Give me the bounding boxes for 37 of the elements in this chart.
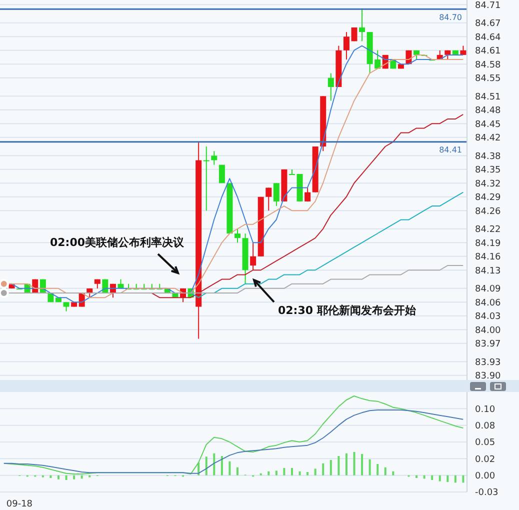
ref-line-label: 84.70 [439, 12, 462, 22]
y-tick-label: 0.10 [475, 404, 496, 415]
y-tick-label: 84.32 [475, 179, 501, 190]
y-tick-label: 84.35 [475, 166, 501, 176]
ref-line-label: 84.41 [439, 146, 462, 155]
y-tick-label: 84.06 [475, 298, 502, 308]
y-tick-label: 84.71 [475, 0, 501, 11]
y-tick-label: 84.64 [475, 32, 502, 43]
annotation: 02:30 耶伦新闻发布会开始 [278, 304, 417, 317]
y-tick-label: 83.97 [475, 340, 501, 350]
y-tick-label: 0.08 [475, 422, 496, 432]
y-tick-label: 84.55 [475, 74, 501, 84]
y-tick-label: 84.16 [475, 252, 502, 263]
y-tick-label: 0.05 [475, 438, 496, 448]
y-tick-label: 84.61 [475, 46, 501, 57]
y-tick-label: 84.48 [475, 106, 502, 116]
y-tick-label: 84.13 [475, 266, 501, 276]
y-tick-label: 84.58 [475, 60, 502, 70]
y-tick-label: 83.90 [475, 372, 502, 382]
y-tick-label: 84.26 [475, 206, 502, 217]
y-tick-label: 84.51 [475, 92, 501, 102]
y-tick-label: 84.42 [475, 134, 501, 144]
x-tick-label: 09-18 [6, 499, 33, 510]
y-tick-label: 84.38 [475, 152, 502, 162]
y-tick-label: 84.45 [475, 120, 501, 130]
y-tick-label: 84.00 [475, 326, 502, 336]
annotation: 02:00美联储公布利率决议 [50, 236, 186, 249]
y-tick-label: 0.00 [475, 472, 496, 482]
y-tick-label: 84.29 [475, 193, 502, 204]
y-tick-label: 84.03 [475, 312, 501, 322]
y-tick-label: 84.09 [475, 284, 502, 295]
y-tick-label: 83.93 [475, 358, 501, 368]
y-tick-label: 84.22 [475, 225, 501, 236]
y-tick-label: 84.19 [475, 238, 502, 249]
y-tick-label: -0.03 [475, 488, 498, 498]
y-tick-label: 84.67 [475, 19, 501, 30]
y-tick-label: 0.02 [475, 454, 496, 465]
